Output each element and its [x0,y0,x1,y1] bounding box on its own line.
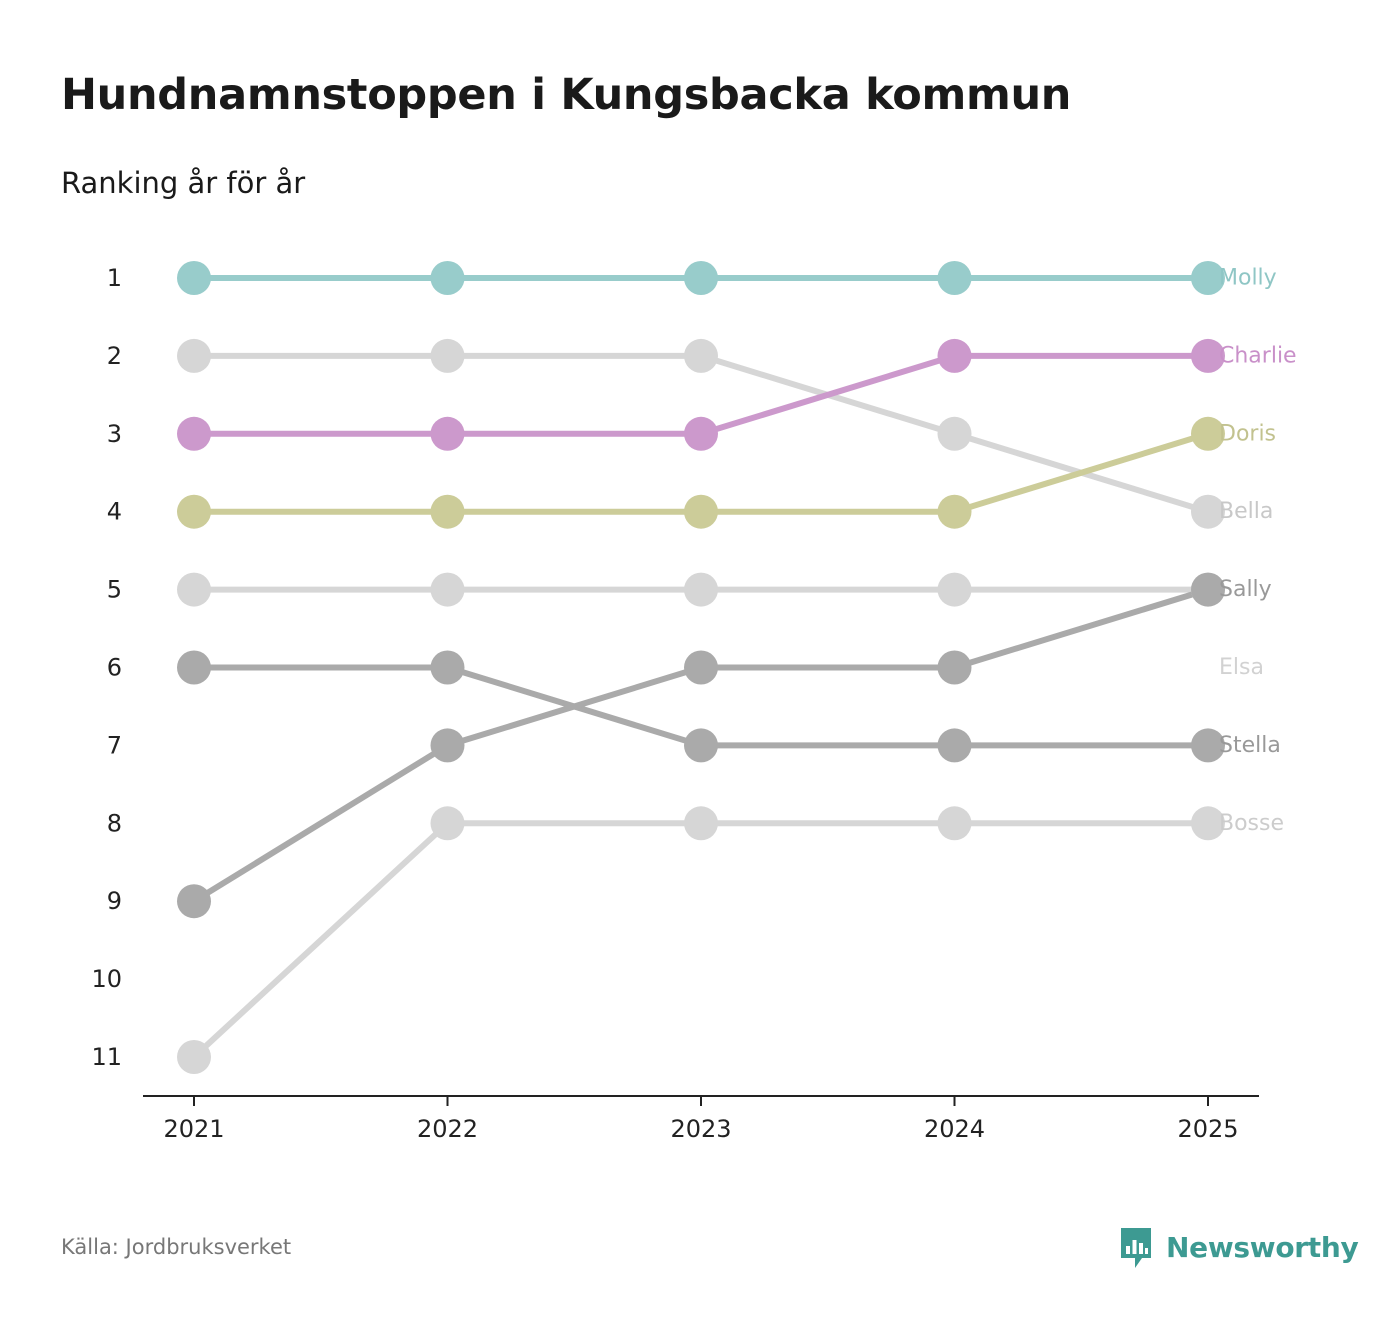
point-bosse-2021 [177,1040,211,1074]
chart-title: Hundnamnstoppen i Kungsbacka kommun [61,70,1072,120]
point-stella-2023 [684,728,718,763]
point-charlie-2025 [1191,338,1225,373]
point-bella-2024 [937,416,972,451]
point-charlie-2022 [430,416,465,451]
point-bosse-2025 [1191,806,1225,841]
brand-name: Newsworthy [1166,1230,1359,1264]
y-tick-label-9: 9 [107,887,122,915]
point-bosse-2024 [937,806,972,841]
y-axis: 1 2 3 4 5 6 7 8 9 10 11 [91,264,122,1071]
newsworthy-logo-icon [1121,1228,1151,1268]
y-tick-label-11: 11 [91,1043,122,1071]
point-bosse-2023 [684,806,718,841]
point-elsa-2021 [177,572,211,607]
series-label-molly: Molly [1219,266,1277,291]
series-label-sally: Sally [1219,577,1272,602]
series-label-charlie: Charlie [1219,343,1297,368]
y-tick-label-6: 6 [107,654,122,682]
point-molly-2024 [937,261,972,295]
point-stella-2024 [937,728,972,763]
point-charlie-2024 [937,338,972,373]
source-note: Källa: Jordbruksverket [61,1235,292,1259]
y-tick-label-10: 10 [91,965,122,993]
point-stella-2021 [177,650,211,685]
point-stella-2025 [1191,728,1225,763]
point-stella-2022 [430,650,465,685]
point-sally-2022 [430,728,465,763]
point-bosse-2022 [430,806,465,841]
y-tick-label-7: 7 [107,731,122,759]
y-tick-label-3: 3 [107,420,122,448]
point-doris-2025 [1191,416,1225,451]
y-tick-label-2: 2 [107,342,122,370]
series-label-bella: Bella [1219,499,1273,524]
point-charlie-2021 [177,416,211,451]
y-tick-label-5: 5 [107,576,122,604]
series-label-stella: Stella [1219,733,1281,758]
x-tick-label-2023: 2023 [670,1115,731,1143]
point-bella-2023 [684,338,718,373]
point-sally-2023 [684,650,718,685]
point-molly-2022 [430,261,465,295]
point-elsa-2022 [430,572,465,607]
series-label-elsa: Elsa [1219,655,1264,680]
point-elsa-2024 [937,572,972,607]
point-doris-2021 [177,494,211,529]
y-tick-label-4: 4 [107,498,122,526]
point-bella-2021 [177,338,211,373]
point-bella-2022 [430,338,465,373]
point-molly-2025 [1191,261,1225,295]
point-molly-2023 [684,261,718,295]
point-doris-2024 [937,494,972,529]
series-label-bosse: Bosse [1219,811,1284,836]
point-doris-2023 [684,494,718,529]
point-sally-2024 [937,650,972,685]
brand-logo: Newsworthy [1118,1224,1359,1270]
x-tick-label-2022: 2022 [417,1115,478,1143]
point-molly-2021 [177,261,211,295]
x-tick-label-2025: 2025 [1177,1115,1238,1143]
y-tick-label-1: 1 [107,264,122,292]
point-bella-2025 [1191,494,1225,529]
series-line-bosse [191,820,1211,1060]
series-points [177,261,1225,1074]
point-elsa-2023 [684,572,718,607]
point-sally-2025 [1191,572,1225,607]
series-label-doris: Doris [1219,421,1276,446]
series-labels: Bosse Bella Elsa Stella Sally Doris Charlie Mol… [1219,266,1297,836]
point-charlie-2023 [684,416,718,451]
chart-subtitle: Ranking år för år [61,166,306,200]
x-axis: 2021 2022 2023 2024 2025 [143,1095,1259,1143]
point-sally-2021 [177,884,211,919]
x-tick-label-2021: 2021 [163,1115,224,1143]
x-tick-label-2024: 2024 [924,1115,985,1143]
y-tick-label-8: 8 [107,809,122,837]
point-doris-2022 [430,494,465,529]
